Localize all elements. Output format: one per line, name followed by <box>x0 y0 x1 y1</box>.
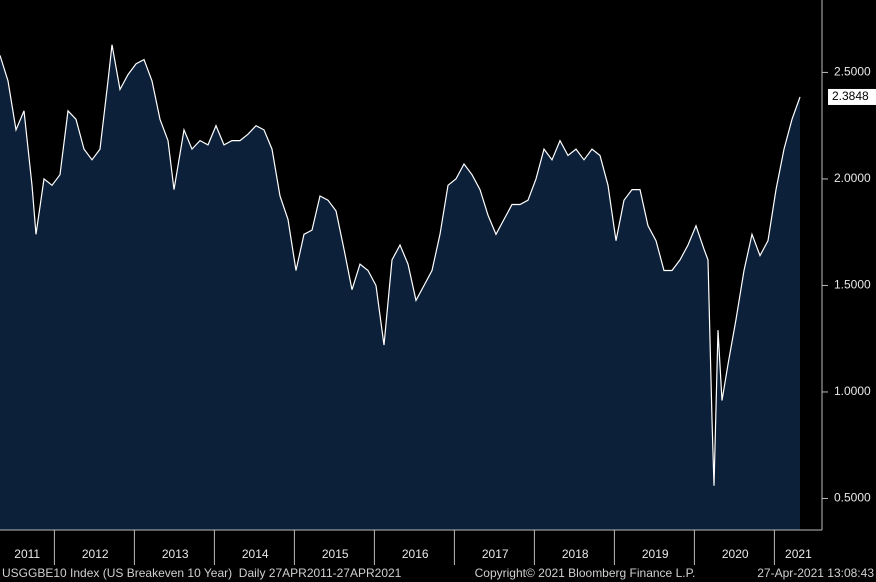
x-tick-label: 2019 <box>642 547 669 561</box>
y-tick-label: 1.0000 <box>834 384 871 398</box>
x-tick-label: 2012 <box>82 547 109 561</box>
last-value-box <box>828 88 876 105</box>
y-tick-label: 2.0000 <box>834 171 871 185</box>
x-tick-label: 2021 <box>785 547 812 561</box>
last-value-label: 2.3848 <box>832 89 869 103</box>
y-tick-label: 0.5000 <box>834 491 871 505</box>
footer-right: 27-Apr-2021 13:08:43 <box>757 566 874 580</box>
footer-center: Copyright© 2021 Bloomberg Finance L.P. <box>475 566 696 580</box>
line <box>0 44 801 486</box>
x-tick-label: 2016 <box>402 547 429 561</box>
x-tick-label: 2017 <box>482 547 509 561</box>
x-tick-label: 2014 <box>242 547 269 561</box>
x-tick-label: 2011 <box>14 547 40 561</box>
x-tick-label: 2013 <box>162 547 189 561</box>
y-tick-label: 1.5000 <box>834 278 871 292</box>
y-tick-label: 2.5000 <box>834 65 871 79</box>
x-tick-label: 2020 <box>722 547 749 561</box>
footer-left: USGGBE10 Index (US Breakeven 10 Year) Da… <box>2 566 402 580</box>
area <box>0 44 800 530</box>
x-tick-label: 2015 <box>322 547 349 561</box>
x-tick-label: 2018 <box>562 547 589 561</box>
